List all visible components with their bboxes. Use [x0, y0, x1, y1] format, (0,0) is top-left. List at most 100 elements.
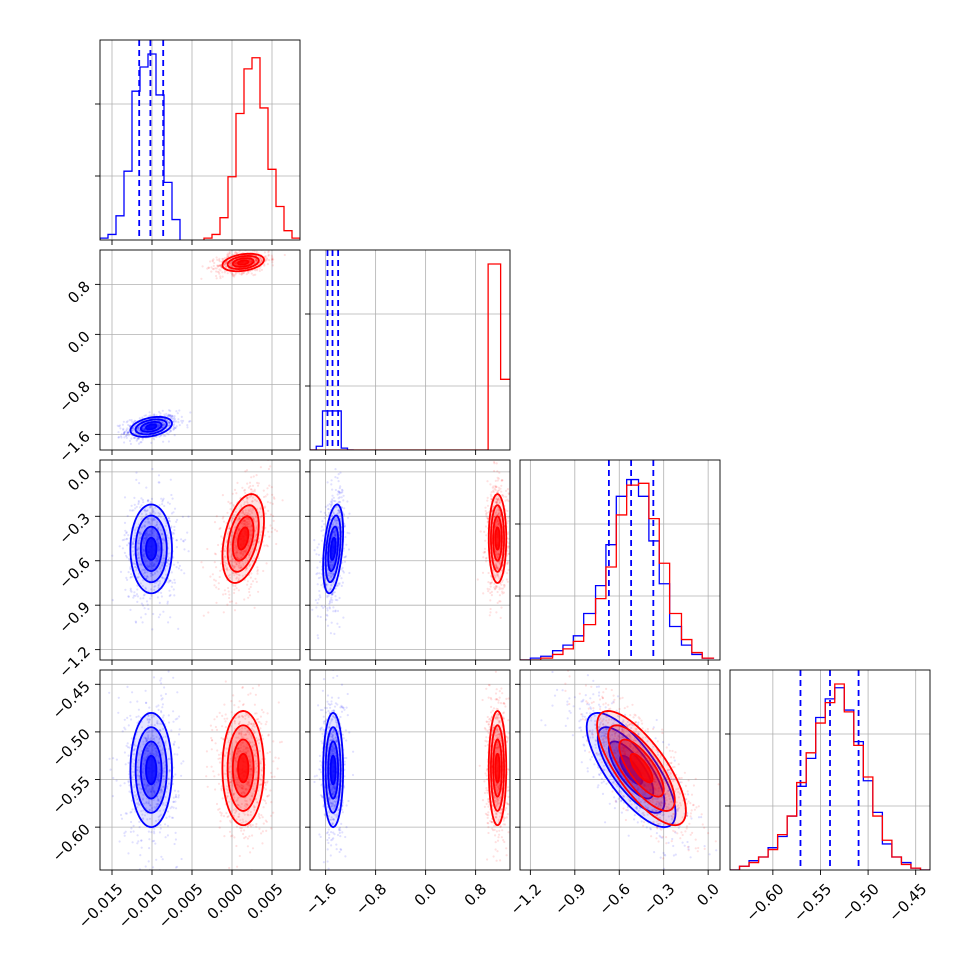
scatter-point: [219, 277, 222, 280]
scatter-point: [506, 562, 509, 565]
scatter-point: [144, 560, 147, 563]
scatter-point: [129, 567, 132, 571]
scatter-point: [267, 509, 270, 512]
scatter-point: [129, 608, 132, 612]
panel-frame: [99, 39, 301, 241]
scatter-point: [156, 538, 159, 541]
scatter-point: [127, 724, 130, 727]
scatter-point: [320, 539, 323, 542]
scatter-point: [167, 415, 170, 418]
scatter-point: [498, 471, 501, 474]
scatter-point: [497, 477, 500, 480]
scatter-point: [324, 505, 327, 508]
scatter-point: [220, 535, 223, 538]
scatter-point: [173, 507, 177, 510]
scatter-point: [132, 537, 135, 540]
scatter-point: [139, 563, 142, 566]
scatter-point: [251, 547, 254, 550]
scatter-point: [231, 557, 234, 561]
scatter-point: [127, 534, 130, 537]
scatter-point: [149, 563, 152, 566]
scatter-point: [167, 409, 171, 412]
scatter-point: [235, 261, 238, 264]
scatter-point: [267, 253, 270, 256]
scatter-point: [155, 539, 159, 542]
scatter-point: [496, 519, 499, 522]
scatter-point: [319, 510, 322, 513]
scatter-point: [159, 547, 162, 551]
scatter-point: [170, 512, 174, 515]
scatter-point: [161, 538, 165, 541]
scatter-point: [267, 251, 270, 254]
scatter-point: [138, 820, 141, 824]
scatter-point: [135, 471, 138, 474]
scatter-point: [202, 566, 205, 569]
scatter-point: [175, 546, 178, 549]
scatter-point: [142, 540, 145, 543]
scatter-point: [242, 271, 245, 274]
scatter-point: [248, 556, 251, 559]
scatter-point: [219, 265, 222, 268]
scatter-point: [155, 557, 158, 560]
scatter-point: [139, 854, 142, 857]
scatter-point: [271, 257, 274, 260]
scatter-point: [249, 495, 253, 498]
scatter-point: [180, 538, 183, 541]
scatter-point: [329, 575, 332, 579]
scatter-point: [166, 810, 170, 813]
scatter-point: [177, 421, 180, 424]
scatter-point: [249, 261, 252, 264]
scatter-point: [167, 558, 170, 562]
scatter-point: [149, 505, 152, 508]
scatter-point: [145, 536, 149, 539]
scatter-point: [249, 260, 252, 264]
scatter-point: [150, 594, 153, 598]
scatter-point: [268, 484, 271, 487]
scatter-point: [236, 556, 239, 559]
scatter-point: [507, 520, 510, 523]
scatter-point: [149, 534, 152, 538]
scatter-point: [130, 437, 133, 440]
scatter-point: [485, 512, 488, 515]
scatter-point: [175, 420, 178, 423]
scatter-point: [240, 556, 243, 559]
scatter-point: [316, 601, 319, 605]
scatter-point: [497, 511, 500, 514]
scatter-point: [126, 537, 129, 540]
scatter-point: [156, 554, 159, 557]
scatter-point: [223, 555, 226, 558]
scatter-point: [335, 521, 338, 525]
scatter-point: [246, 580, 249, 583]
scatter-point: [495, 573, 498, 576]
contour-blue: [145, 423, 158, 431]
scatter-point: [166, 834, 169, 837]
scatter-point: [240, 550, 243, 553]
scatter-point: [230, 559, 233, 562]
scatter-point: [142, 428, 145, 431]
scatter-point: [200, 277, 203, 280]
scatter-point: [505, 578, 508, 581]
panel-frame: [309, 249, 511, 451]
scatter-point: [241, 272, 244, 275]
scatter-point: [248, 594, 252, 597]
scatter-point: [270, 530, 273, 534]
scatter-point: [264, 241, 266, 243]
scatter-point: [283, 253, 286, 257]
scatter-point: [244, 511, 247, 514]
scatter-point: [248, 587, 251, 591]
scatter-point: [161, 563, 164, 566]
scatter-point: [263, 251, 266, 254]
scatter-point: [494, 486, 497, 489]
scatter-point: [170, 729, 173, 732]
scatter-point: [228, 576, 231, 579]
scatter-point: [329, 571, 332, 574]
scatter-point: [248, 564, 251, 568]
scatter-point: [177, 796, 180, 799]
scatter-point: [173, 417, 176, 420]
scatter-point: [334, 533, 337, 536]
scatter-point: [238, 562, 241, 565]
scatter-point: [233, 588, 236, 591]
scatter-point: [251, 500, 254, 503]
scatter-point: [235, 563, 239, 566]
scatter-point: [252, 518, 255, 521]
